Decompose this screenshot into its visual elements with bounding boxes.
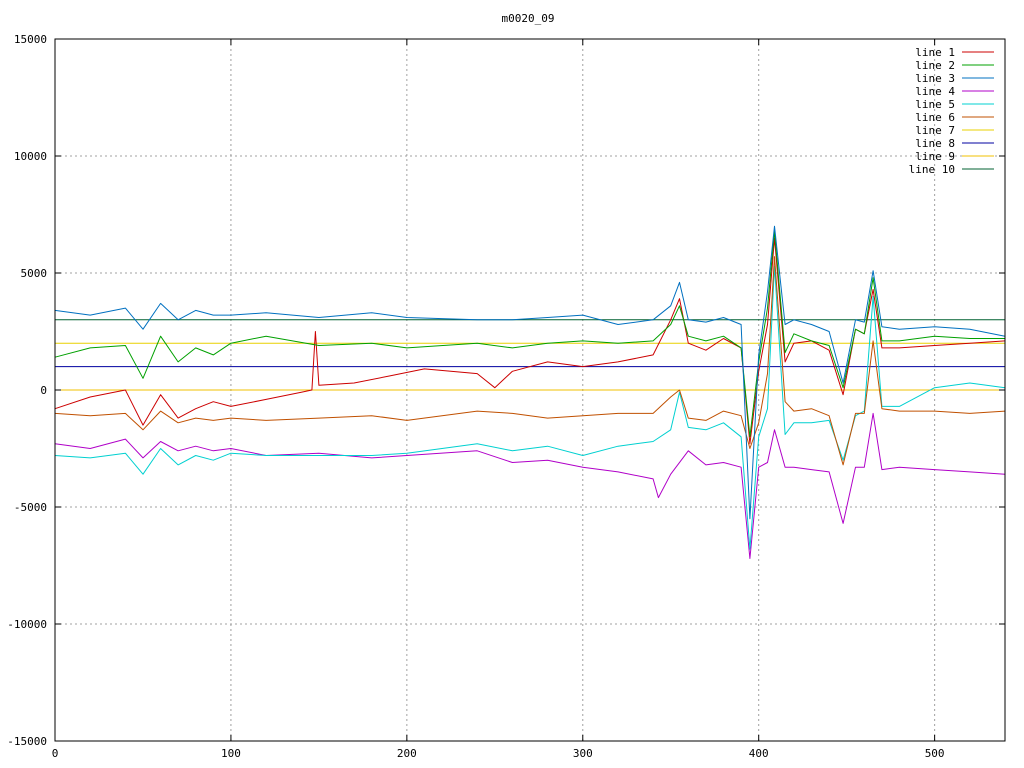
x-tick-label: 200	[397, 747, 417, 760]
legend-label: line 5	[915, 98, 955, 111]
y-tick-label: 0	[40, 384, 47, 397]
x-tick-label: 100	[221, 747, 241, 760]
series-line-5	[54, 265, 1006, 550]
y-tick-label: 15000	[14, 33, 47, 46]
legend-label: line 9	[915, 150, 955, 163]
x-tick-label: 300	[573, 747, 593, 760]
x-tick-label: 500	[925, 747, 945, 760]
axis-ticks: 0 100 200 300 400 500 -15000 -10000 -5000 0 5000 10…	[7, 33, 1005, 760]
legend-label: line 1	[915, 46, 955, 59]
legend-label: line 10	[909, 163, 955, 176]
series-layer	[54, 225, 1006, 559]
y-tick-label: 5000	[21, 267, 48, 280]
y-tick-label: -5000	[14, 501, 47, 514]
series-line-6	[54, 256, 1006, 466]
y-tick-label: -15000	[7, 735, 47, 748]
series-line-2	[54, 230, 1005, 438]
chart-title: m0020_09	[502, 12, 555, 25]
y-tick-label: -10000	[7, 618, 47, 631]
x-tick-label: 400	[749, 747, 769, 760]
legend-label: line 4	[915, 85, 955, 98]
legend-label: line 2	[915, 59, 955, 72]
y-tick-label: 10000	[14, 150, 47, 163]
series-line-1	[54, 237, 1006, 445]
x-tick-label: 0	[52, 747, 59, 760]
series-line-3	[54, 225, 1006, 520]
series-line-4	[54, 412, 1006, 559]
legend-label: line 8	[915, 137, 955, 150]
legend-label: line 6	[915, 111, 955, 124]
legend-label: line 7	[915, 124, 955, 137]
legend-label: line 3	[915, 72, 955, 85]
